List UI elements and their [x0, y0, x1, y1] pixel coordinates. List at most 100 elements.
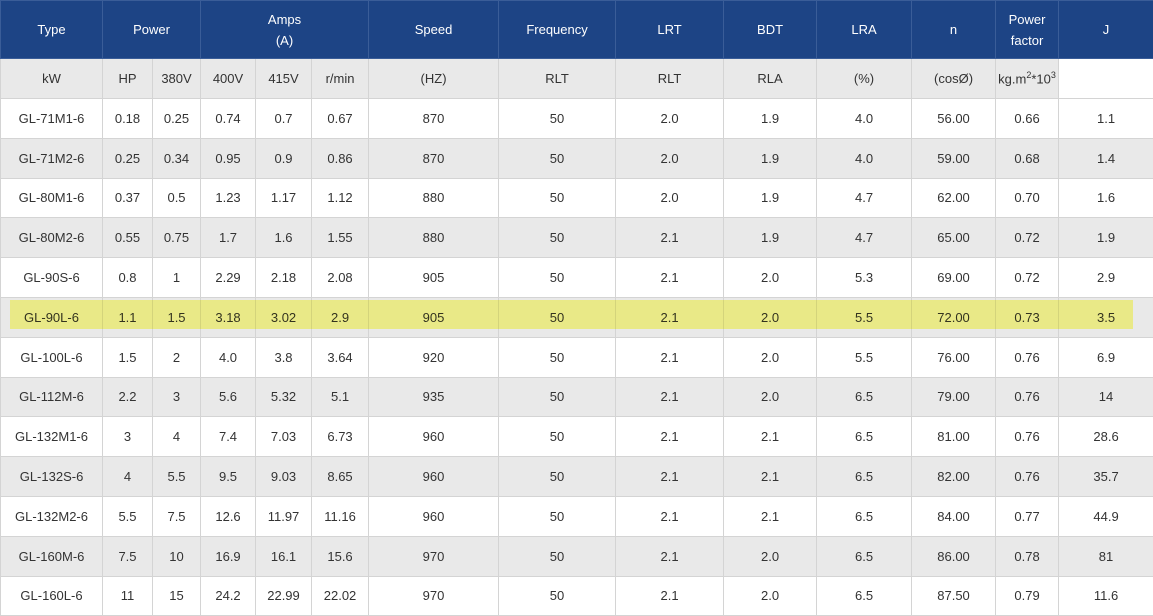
cell-kw: 1.5: [103, 337, 153, 377]
sub-frequency: (HZ): [369, 59, 499, 99]
cell-bdt: 2.0: [724, 576, 817, 616]
cell-kw: 1.1: [103, 297, 153, 337]
cell-power-factor: 0.76: [996, 377, 1059, 417]
cell-kw: 3: [103, 417, 153, 457]
cell-hp: 3: [153, 377, 201, 417]
cell-frequency: 50: [499, 218, 616, 258]
cell-lrt: 2.1: [616, 377, 724, 417]
cell-amps-380v: 9.5: [201, 457, 256, 497]
cell-amps-380v: 12.6: [201, 496, 256, 536]
cell-type: GL-100L-6: [1, 337, 103, 377]
cell-type: GL-71M2-6: [1, 138, 103, 178]
cell-amps-400v: 2.18: [256, 258, 312, 298]
cell-lra: 5.3: [817, 258, 912, 298]
cell-efficiency: 56.00: [912, 99, 996, 139]
cell-speed: 870: [369, 99, 499, 139]
cell-speed: 970: [369, 536, 499, 576]
cell-hp: 4: [153, 417, 201, 457]
cell-lrt: 2.1: [616, 258, 724, 298]
cell-kw: 7.5: [103, 536, 153, 576]
cell-hp: 1: [153, 258, 201, 298]
cell-kw: 0.25: [103, 138, 153, 178]
cell-bdt: 2.0: [724, 337, 817, 377]
cell-power-factor: 0.72: [996, 258, 1059, 298]
cell-type: GL-160M-6: [1, 536, 103, 576]
cell-frequency: 50: [499, 496, 616, 536]
cell-hp: 0.34: [153, 138, 201, 178]
cell-speed: 905: [369, 258, 499, 298]
cell-bdt: 2.1: [724, 457, 817, 497]
cell-lra: 4.0: [817, 138, 912, 178]
cell-type: GL-112M-6: [1, 377, 103, 417]
cell-lra: 6.5: [817, 457, 912, 497]
sub-speed: r/min: [312, 59, 369, 99]
subheader-row: kW HP 380V 400V 415V r/min (HZ) RLT RLT …: [1, 59, 1153, 99]
cell-amps-415v: 1.12: [312, 178, 369, 218]
cell-lrt: 2.1: [616, 297, 724, 337]
cell-amps-415v: 3.64: [312, 337, 369, 377]
pf-line2: factor: [1011, 33, 1044, 48]
cell-type: GL-90S-6: [1, 258, 103, 298]
header-frequency: Frequency: [499, 1, 616, 59]
cell-type: GL-132M2-6: [1, 496, 103, 536]
cell-lra: 6.5: [817, 496, 912, 536]
cell-amps-380v: 3.18: [201, 297, 256, 337]
header-lrt: LRT: [616, 1, 724, 59]
header-n: n: [912, 1, 996, 59]
cell-kw: 4: [103, 457, 153, 497]
j-mid: *10: [1031, 72, 1051, 87]
sub-kw: kW: [1, 59, 103, 99]
cell-power-factor: 0.73: [996, 297, 1059, 337]
cell-bdt: 2.0: [724, 297, 817, 337]
cell-inertia: 14: [1059, 377, 1153, 417]
sub-pf: (cosØ): [912, 59, 996, 99]
cell-power-factor: 0.76: [996, 337, 1059, 377]
cell-inertia: 6.9: [1059, 337, 1153, 377]
cell-amps-400v: 11.97: [256, 496, 312, 536]
cell-bdt: 1.9: [724, 178, 817, 218]
cell-frequency: 50: [499, 258, 616, 298]
cell-amps-400v: 22.99: [256, 576, 312, 616]
cell-amps-415v: 11.16: [312, 496, 369, 536]
cell-frequency: 50: [499, 457, 616, 497]
cell-speed: 880: [369, 178, 499, 218]
cell-bdt: 2.0: [724, 377, 817, 417]
cell-bdt: 1.9: [724, 138, 817, 178]
cell-amps-400v: 3.02: [256, 297, 312, 337]
cell-amps-400v: 1.6: [256, 218, 312, 258]
cell-type: GL-132S-6: [1, 457, 103, 497]
sub-400v: 400V: [201, 59, 256, 99]
sub-bdt: RLT: [616, 59, 724, 99]
cell-amps-380v: 0.95: [201, 138, 256, 178]
cell-efficiency: 69.00: [912, 258, 996, 298]
cell-amps-400v: 9.03: [256, 457, 312, 497]
cell-amps-415v: 8.65: [312, 457, 369, 497]
amps-line2: (A): [276, 33, 293, 48]
cell-hp: 15: [153, 576, 201, 616]
cell-hp: 1.5: [153, 297, 201, 337]
cell-kw: 5.5: [103, 496, 153, 536]
cell-inertia: 3.5: [1059, 297, 1153, 337]
cell-amps-380v: 0.74: [201, 99, 256, 139]
cell-amps-380v: 5.6: [201, 377, 256, 417]
cell-kw: 0.55: [103, 218, 153, 258]
header-j: J: [1059, 1, 1153, 59]
cell-type: GL-71M1-6: [1, 99, 103, 139]
cell-frequency: 50: [499, 337, 616, 377]
cell-amps-380v: 7.4: [201, 417, 256, 457]
cell-inertia: 28.6: [1059, 417, 1153, 457]
cell-inertia: 81: [1059, 536, 1153, 576]
cell-lra: 4.7: [817, 178, 912, 218]
cell-speed: 970: [369, 576, 499, 616]
cell-lrt: 2.1: [616, 218, 724, 258]
j-exp2: 3: [1051, 70, 1056, 80]
sub-lrt: RLT: [499, 59, 616, 99]
cell-bdt: 2.0: [724, 258, 817, 298]
